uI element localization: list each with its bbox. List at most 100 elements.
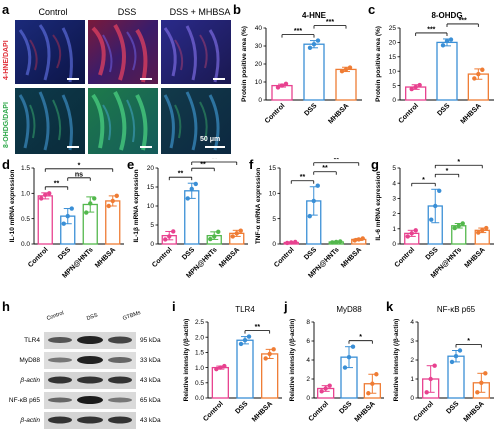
chart-e-ytick-label: 10	[147, 203, 155, 210]
chart-d-ytick-label: 0.5	[21, 216, 30, 223]
chart-i-point	[238, 341, 244, 347]
panel-letter-g: g	[371, 157, 379, 172]
chart-d-point	[39, 196, 44, 201]
chart-b-point	[315, 38, 321, 43]
chart-j-xtick-label: MHBSA	[354, 400, 377, 423]
chart-e-ytick-label: 20	[147, 165, 155, 172]
microscopy-grid	[15, 20, 231, 154]
chart-i-xtick-label: DSS	[234, 400, 249, 415]
chart-c-ytick-label: 25	[389, 25, 397, 32]
chart-j-ytick-label: 4	[306, 357, 310, 364]
chart-b-sig-label: ***	[294, 28, 302, 35]
chart-k-sig-label: *	[467, 338, 470, 345]
wb-row-label-actin-2: β-actin	[20, 417, 40, 424]
chart-g-point	[480, 228, 485, 233]
wb-band-row-actin-2	[44, 412, 136, 429]
chart-e-il1b: IL-1β mRNA expression 0 5 10 15 20 Control DSS M…	[133, 158, 248, 280]
chart-c-point	[409, 86, 414, 92]
chart-e-ytick-label: 5	[150, 222, 154, 229]
chart-d-sig-label: ns	[75, 171, 83, 178]
row-label-4hne: 4-HNE/DAPI	[3, 40, 10, 80]
chart-c-bar	[436, 41, 458, 101]
wb-size-myd88: 33 kDa	[140, 357, 161, 364]
chart-i-point	[218, 365, 223, 370]
chart-f-point	[307, 213, 312, 219]
chart-g-ytick-label: 2	[392, 211, 396, 218]
wb-row-label-nfkb: NF-κB p65	[8, 397, 40, 404]
chart-g-point	[437, 188, 442, 193]
wb-band-row-actin-1	[44, 372, 136, 389]
chart-d-point	[47, 191, 52, 196]
wb-row-label-actin-1: β-actin	[20, 377, 40, 384]
col-title-control: Control	[38, 7, 68, 17]
chart-g-sig-label: *	[457, 159, 460, 166]
panel-letter-h: h	[2, 299, 10, 314]
chart-e-point	[238, 228, 243, 233]
chart-e-xtick-label: MHBSA	[218, 246, 241, 269]
chart-d-ytick-label: 0.0	[21, 241, 30, 248]
chart-k-xtick-label: DSS	[445, 400, 460, 415]
chart-c-ytick-label: 5	[392, 83, 396, 90]
wb-row-label-myd88: MyD88	[19, 357, 40, 364]
micro-4hne-dss	[88, 20, 158, 84]
chart-d-il10: IL-10 mRNA expression 0.0 0.5 1.0 1.5 Control…	[9, 162, 124, 280]
chart-b-xtick-label: DSS	[303, 102, 318, 117]
chart-g-point	[460, 221, 465, 226]
chart-e-xtick-label: Control	[151, 246, 174, 269]
chart-e-point	[163, 237, 168, 242]
chart-f-point	[334, 239, 339, 245]
chart-f-point	[289, 240, 294, 245]
chart-j-ytick-label: 8	[306, 319, 310, 326]
chart-f-point	[338, 239, 343, 244]
chart-e-point	[212, 234, 217, 239]
wb-lane-dss: DSS	[85, 312, 99, 322]
chart-c-ytick-label: 0	[392, 97, 396, 104]
chart-k-ytick-label: 3	[410, 338, 414, 345]
wb-band-row-tlr4	[44, 332, 136, 349]
chart-e-ylabel: IL-1β mRNA expression	[133, 169, 140, 242]
chart-k-point	[453, 354, 459, 359]
chart-j-point	[319, 389, 324, 394]
chart-f-point	[293, 239, 298, 245]
chart-g-point	[429, 217, 434, 222]
chart-c-point	[413, 84, 418, 90]
chart-g-xtick-label: MHBSA	[464, 246, 487, 269]
chart-g-ytick-label: 1	[392, 226, 396, 233]
chart-c-ytick-label: 15	[389, 54, 397, 61]
chart-d-point	[84, 210, 89, 215]
chart-g-xtick-label: Control	[394, 246, 417, 269]
chart-d-point	[43, 192, 48, 198]
chart-d-point	[65, 213, 70, 219]
chart-g-ylabel: IL-6 mRNA expression	[375, 171, 382, 240]
chart-d-ylabel: IL-10 mRNA expression	[9, 170, 16, 243]
chart-i-ytick-label: 2.5	[195, 319, 204, 326]
chart-k-point	[475, 390, 480, 395]
wb-size-actin-2: 43 kDa	[140, 417, 161, 424]
chart-g-point	[409, 231, 414, 236]
chart-c-ytick-label: 10	[389, 68, 397, 75]
chart-b-ytick-label: 20	[255, 61, 263, 68]
chart-f-point	[285, 240, 290, 246]
chart-g-sig-label: *	[446, 168, 449, 175]
chart-c-xtick-label: DSS	[436, 102, 451, 117]
chart-e-point	[216, 229, 221, 235]
chart-i-point	[267, 351, 272, 357]
chart-g-point	[405, 234, 410, 239]
chart-d-xtick-label: Control	[27, 246, 50, 269]
chart-j-point	[374, 372, 379, 377]
chart-k-ytick-label: 4	[410, 319, 414, 326]
panel-letter-k: k	[386, 299, 394, 314]
chart-i-ytick-label: 2.0	[195, 334, 204, 341]
chart-j-point	[366, 391, 371, 396]
chart-e-point	[234, 231, 239, 236]
chart-i-tlr4: TLR4 Relative intensity (/β-actin) 0.0 0.5 1…	[183, 305, 282, 424]
chart-b-xtick-label: MHBSA	[327, 102, 350, 125]
micro-4hne-control	[15, 20, 85, 84]
chart-c-point	[472, 76, 477, 81]
chart-g-point	[484, 225, 489, 231]
chart-f-ytick-label: 5	[272, 216, 276, 223]
chart-j-point	[350, 344, 356, 349]
chart-d-xtick-label: DSS	[57, 246, 72, 261]
chart-g-point	[452, 225, 457, 231]
